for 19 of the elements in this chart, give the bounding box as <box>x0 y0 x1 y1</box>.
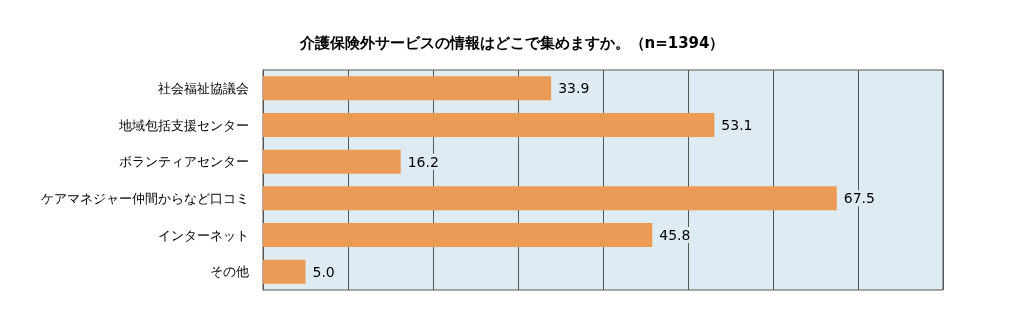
bar <box>263 223 653 247</box>
chart-title: 介護保険外サービスの情報はどこで集めますか。（n=1394） <box>298 33 725 52</box>
y-tick-label: ケアマネジャー仲間からなど口コミ <box>41 190 249 206</box>
bar <box>263 76 552 101</box>
data-label: 67.5 <box>843 190 875 207</box>
data-label: 5.0 <box>312 263 335 280</box>
bar <box>263 149 401 174</box>
y-tick-label: その他 <box>210 264 249 280</box>
data-label: 53.1 <box>721 117 753 133</box>
y-tick-label: ボランティアセンター <box>119 154 249 170</box>
y-tick-label: インターネット <box>158 227 249 243</box>
data-label: 33.9 <box>558 80 590 97</box>
data-label: 16.2 <box>407 153 439 170</box>
bar <box>263 113 715 137</box>
bar <box>263 259 306 284</box>
bar <box>263 186 837 211</box>
y-tick-label: 地域包括支援センター <box>118 117 249 133</box>
data-label: 45.8 <box>659 227 691 243</box>
y-tick-label: 社会福祉協議会 <box>158 80 249 96</box>
